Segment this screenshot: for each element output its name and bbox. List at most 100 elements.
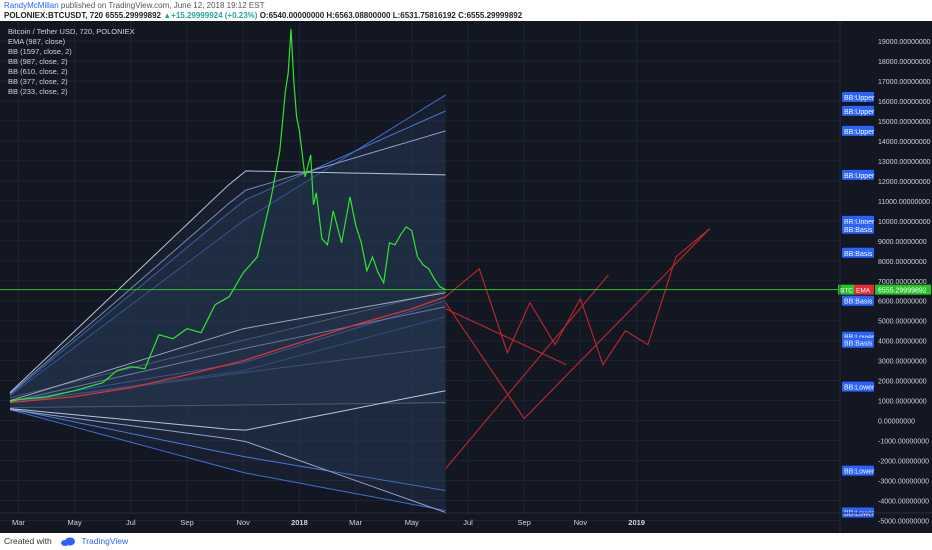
- bb-fill-0: [10, 290, 446, 408]
- created-with-text: Created with: [4, 536, 52, 546]
- bb-label-bg: [842, 105, 874, 116]
- y-tick-label: 18000.00000000: [878, 59, 931, 66]
- low-value: L:6531.75816192: [392, 11, 456, 20]
- change-value: +15.29999924 (+0.23%): [171, 11, 258, 20]
- bb-label: BB:Lower: [844, 511, 875, 518]
- bb-label: BB:Lower: [844, 469, 875, 476]
- x-tick-label: May: [68, 518, 82, 527]
- bb-label: BB:Upper: [844, 109, 875, 116]
- tradingview-logo-icon: [61, 537, 76, 546]
- legend-ema[interactable]: EMA (987, close): [8, 37, 66, 46]
- legend-bb-610[interactable]: BB (610, close, 2): [8, 67, 68, 76]
- y-tick-label: 6000.00000000: [878, 299, 927, 306]
- y-tick-label: 15000.00000000: [878, 119, 931, 126]
- legend-bb-1597[interactable]: BB (1597, close, 2): [8, 47, 72, 56]
- open-value: O:6540.00000000: [259, 11, 325, 20]
- btc-badge: BTC: [840, 288, 853, 295]
- bb-basis-line-2: [9, 300, 446, 403]
- bb-upper-line-3: [9, 130, 446, 394]
- last-price: 6555.29999892: [105, 11, 161, 20]
- bb-upper-line-1: [9, 94, 446, 396]
- close-value: C:6555.29999892: [458, 11, 523, 20]
- created-with: Created with TradingView: [4, 536, 128, 547]
- y-tick-label: -3000.00000000: [878, 479, 929, 486]
- projection-line-2: [445, 274, 609, 469]
- bb-label: BB:Basis: [844, 227, 873, 234]
- bb-label: BB:Upper: [844, 95, 875, 102]
- bb-label: BB:Basis: [844, 341, 873, 348]
- bb-fill-2: [10, 110, 446, 491]
- bb-label: BB:Lower: [844, 385, 875, 392]
- bb-basis-line-1: [9, 316, 446, 404]
- y-tick-label: 4000.00000000: [878, 339, 927, 346]
- projection-line-0: [445, 228, 711, 366]
- legend-title: Bitcoin / Tether USD, 720, POLONIEX: [8, 27, 135, 36]
- chart-legend: Bitcoin / Tether USD, 720, POLONIEX EMA …: [8, 27, 135, 97]
- footer-bar: Created with TradingView: [0, 533, 932, 550]
- x-tick-label: May: [405, 518, 419, 527]
- x-tick-label: 2019: [628, 518, 645, 527]
- bb-upper-line-2: [9, 110, 446, 395]
- price-chart[interactable]: 19000.00000000 18000.00000000 17000.000000…: [0, 21, 932, 533]
- y-tick-label: 1000.00000000: [878, 399, 927, 406]
- bb-label-bg: [842, 381, 874, 392]
- ema-badge-bg: [854, 284, 874, 295]
- y-tick-label: 2000.00000000: [878, 379, 927, 386]
- x-tick-label: 2018: [291, 518, 308, 527]
- bb-label-bg: [842, 337, 874, 348]
- author-link[interactable]: RandyMcMillan: [4, 1, 59, 10]
- y-tick-label: -5000.00000000: [878, 519, 929, 526]
- x-tick-label: Nov: [237, 518, 251, 527]
- y-tick-label: -4000.00000000: [878, 499, 929, 506]
- bb-lower-line-2: [9, 408, 446, 492]
- bb-upper-line-0: [9, 290, 446, 399]
- y-tick-label: 13000.00000000: [878, 159, 931, 166]
- bb-label: BB:Upper: [844, 173, 875, 180]
- bb-label-bg: [842, 125, 874, 136]
- last-price-label: 6555.29999892: [878, 288, 927, 295]
- bb-label: BB:Upper: [844, 129, 875, 136]
- bb-lower-line-0: [9, 402, 446, 409]
- bb-label-bg: [842, 223, 874, 234]
- bb-label-bg: [842, 295, 874, 306]
- bb-label: BB:Basis: [844, 299, 873, 306]
- quote-line: POLONIEX:BTCUSDT, 720 6555.29999892 ▲+15…: [4, 11, 522, 20]
- y-tick-label: 12000.00000000: [878, 179, 931, 186]
- x-tick-label: Jul: [463, 518, 473, 527]
- x-tick-label: Mar: [349, 518, 362, 527]
- legend-bb-377[interactable]: BB (377, close, 2): [8, 77, 68, 86]
- high-value: H:6563.08800000: [326, 11, 391, 20]
- bb-lower-line-4: [9, 390, 446, 431]
- x-tick-label: Sep: [518, 518, 531, 527]
- y-tick-label: 19000.00000000: [878, 39, 931, 46]
- bb-basis-line-3: [9, 306, 446, 403]
- y-tick-label: 7000.00000000: [878, 279, 927, 286]
- legend-bb-987[interactable]: BB (987, close, 2): [8, 57, 68, 66]
- bb-upper-line-4: [9, 170, 446, 393]
- bb-label-bg: [842, 247, 874, 258]
- y-tick-label: 8000.00000000: [878, 259, 927, 266]
- y-tick-label: 10000.00000000: [878, 219, 931, 226]
- y-tick-label: -2000.00000000: [878, 459, 929, 466]
- y-tick-label: 16000.00000000: [878, 99, 931, 106]
- price-line: [9, 28, 446, 403]
- tradingview-brand[interactable]: TradingView: [81, 536, 129, 546]
- bb-label-bg: [842, 215, 874, 226]
- bb-label: BB:Upper: [844, 219, 875, 226]
- legend-bb-233[interactable]: BB (233, close, 2): [8, 87, 68, 96]
- bb-label-bg: [842, 465, 874, 476]
- chart-area[interactable]: 19000.00000000 18000.00000000 17000.000000…: [0, 21, 932, 533]
- y-tick-label: 17000.00000000: [878, 79, 931, 86]
- y-tick-label: 11000.00000000: [878, 199, 930, 206]
- projection-line-3: [445, 308, 567, 366]
- publish-header: RandyMcMillan published on TradingView.c…: [0, 0, 932, 21]
- ema-badge: EMA: [856, 288, 871, 295]
- symbol-label: POLONIEX:BTCUSDT, 720: [4, 11, 104, 20]
- x-tick-label: Sep: [180, 518, 193, 527]
- bb-lower-line-1: [9, 409, 446, 511]
- x-tick-label: Nov: [574, 518, 588, 527]
- bb-basis-line-0: [9, 346, 446, 404]
- y-tick-label: 0.00000000: [878, 419, 915, 426]
- y-tick-label: 9000.00000000: [878, 239, 927, 246]
- bb-label: BB:Basis: [844, 251, 873, 258]
